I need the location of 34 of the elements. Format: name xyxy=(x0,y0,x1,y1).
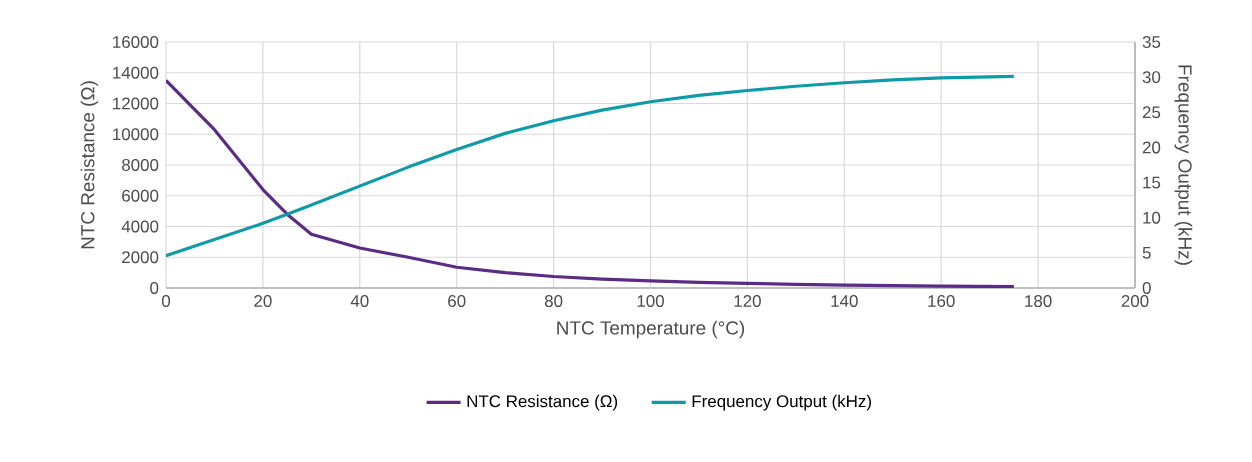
x-tick-label: 0 xyxy=(161,295,171,308)
x-tick-label: 80 xyxy=(544,295,563,308)
y2-tick-label: 0 xyxy=(1142,282,1151,294)
x-tick-label: 20 xyxy=(254,295,272,308)
legend-label: NTC Resistance (Ω) xyxy=(467,394,618,411)
y-tick-label: 10000 xyxy=(113,128,159,141)
y2-tick-label: 5 xyxy=(1142,246,1151,259)
y-tick-label: 8000 xyxy=(122,159,159,171)
x-axis-title: NTC Temperature (°C) xyxy=(557,320,745,339)
y-tick-label: 4000 xyxy=(121,220,159,233)
x-tick-label: 60 xyxy=(448,295,466,308)
y-tick-label: 6000 xyxy=(122,189,159,202)
y-tick-label: 0 xyxy=(150,282,159,294)
y-tick-label: 14000 xyxy=(113,66,159,79)
x-tick-label: 160 xyxy=(928,295,955,308)
x-tick-label: 180 xyxy=(1025,295,1052,308)
y2-tick-label: 20 xyxy=(1142,141,1161,154)
y-tick-label: 12000 xyxy=(113,97,159,110)
x-tick-label: 40 xyxy=(350,295,369,308)
y2-tick-label: 25 xyxy=(1142,106,1161,119)
x-tick-label: 140 xyxy=(831,295,858,308)
legend-label: Frequency Output (kHz) xyxy=(692,394,871,411)
y-tick-label: 2000 xyxy=(122,251,159,264)
x-tick-label: 200 xyxy=(1121,295,1149,308)
line-series xyxy=(166,78,1016,288)
y2-tick-label: 15 xyxy=(1143,176,1161,189)
x-tick-label: 100 xyxy=(637,295,664,308)
y2-tick-label: 30 xyxy=(1142,71,1161,84)
y-axis-title: NTC Resistance (Ω) xyxy=(80,81,99,249)
x-tick-label: 120 xyxy=(734,295,761,308)
y2-tick-label: 35 xyxy=(1142,36,1161,48)
y-tick-label: 16000 xyxy=(113,36,159,48)
y2-tick-label: 10 xyxy=(1143,211,1161,224)
y2-axis-title: Frequency Output (kHz) xyxy=(1174,65,1193,265)
